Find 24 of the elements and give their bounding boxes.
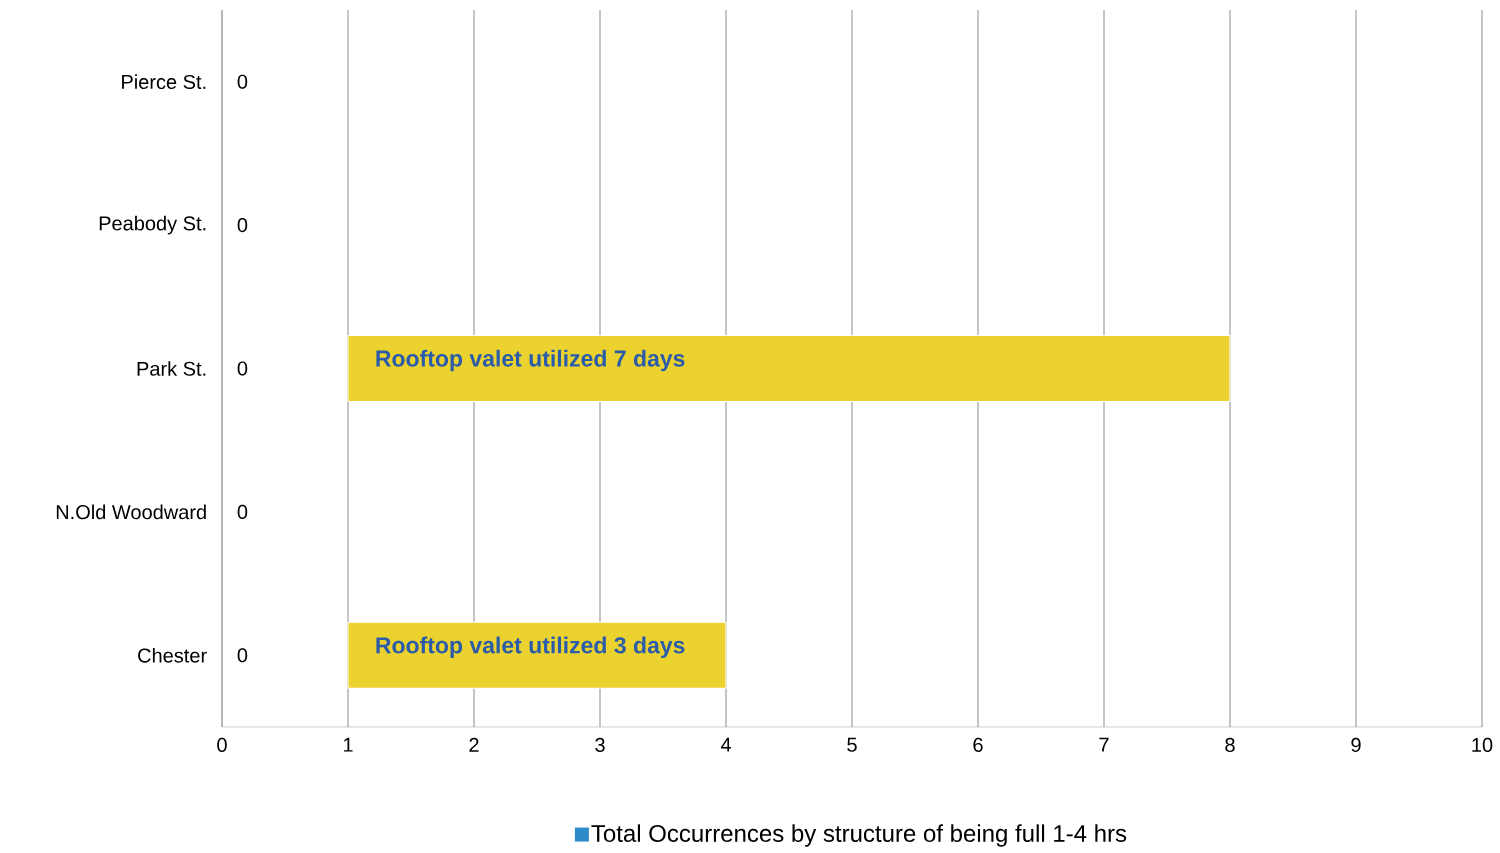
data-label: 0 — [237, 648, 248, 663]
data-label: 0 — [237, 361, 248, 376]
data-label: 0 — [237, 74, 248, 89]
x-tick-label: 3 — [595, 737, 605, 753]
y-tick-label: Peabody St. — [99, 215, 206, 235]
x-tick-label: 0 — [217, 737, 227, 753]
data-label: 0 — [237, 504, 248, 519]
annotation: Rooftop valet utilized 3 days — [376, 636, 685, 659]
x-tick-label: 9 — [1351, 737, 1361, 753]
x-tick-label: 10 — [1472, 737, 1493, 753]
x-tick-label: 5 — [847, 737, 857, 752]
x-tick-label: 2 — [469, 737, 479, 752]
y-tick-label: Chester — [138, 647, 207, 663]
y-tick-label: Park St. — [137, 361, 206, 376]
x-tick-label: 4 — [720, 737, 731, 752]
x-tick-label: 8 — [1225, 737, 1235, 753]
x-tick-label: 7 — [1099, 737, 1109, 752]
x-tick-label: 6 — [973, 737, 983, 753]
legend-label: Total Occurrences by structure of being full 1-4 hrs — [591, 824, 1127, 847]
data-label: 0 — [237, 218, 248, 233]
annotation: Rooftop valet utilized 7 days — [376, 349, 685, 372]
y-tick-label: N.Old Woodward — [56, 504, 206, 520]
y-tick-label: Pierce St. — [122, 74, 206, 90]
x-tick-label: 1 — [343, 737, 353, 752]
